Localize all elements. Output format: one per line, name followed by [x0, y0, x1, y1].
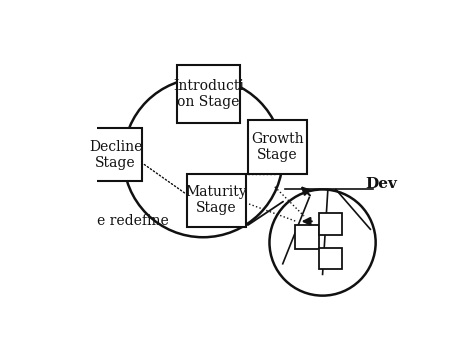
Text: Dev: Dev	[365, 177, 397, 191]
Bar	[295, 225, 319, 249]
Bar	[319, 248, 343, 269]
Text: Introducti
on Stage: Introducti on Stage	[173, 79, 244, 109]
Text: e redefine: e redefine	[97, 214, 169, 228]
Bar	[319, 213, 343, 235]
Bar	[176, 65, 240, 123]
Bar	[187, 173, 246, 227]
Text: Decline
Stage: Decline Stage	[89, 140, 142, 170]
Bar	[248, 121, 307, 173]
Text: Maturity
Stage: Maturity Stage	[185, 185, 247, 215]
Text: Growth
Stage: Growth Stage	[251, 132, 304, 162]
Bar	[89, 129, 142, 181]
Circle shape	[270, 189, 376, 296]
Circle shape	[123, 78, 283, 237]
